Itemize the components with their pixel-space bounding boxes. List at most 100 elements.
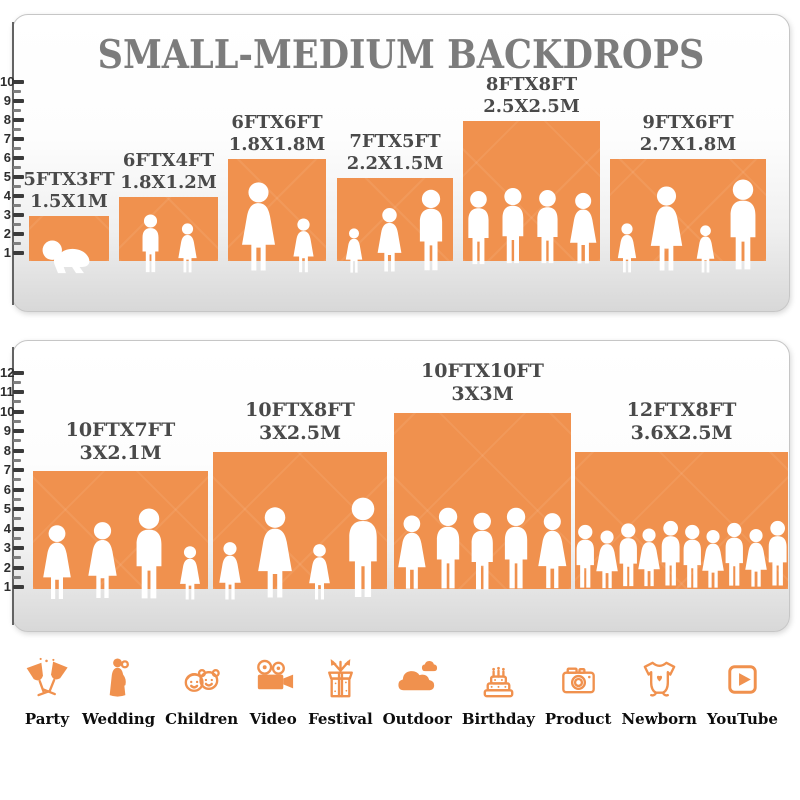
size-ft: 12FTX8FT [626,399,737,422]
y-axis-tick-label: 11 [0,384,14,399]
people-silhouettes [463,179,600,274]
children-faces-icon [184,669,220,692]
category-label: YouTube [706,710,778,728]
category-outdoor: Outdoor [383,656,452,728]
woman-silhouette [258,507,292,598]
category-label: Party [24,710,70,728]
size-m: 2.2X1.5M [346,153,444,175]
man-silhouette [505,507,528,589]
girl-silhouette [219,542,241,600]
play-button-icon [728,665,757,694]
birthday-cake-icon [483,666,514,698]
woman-silhouette [538,513,567,589]
man-silhouette [436,507,459,589]
size-m: 3X2.5M [258,422,342,445]
y-axis-bottom [12,347,14,625]
y-axis-tick-label: 10 [0,403,15,419]
people-silhouettes [337,188,453,274]
category-label: Children [165,710,239,728]
category-label: Outdoor [382,710,452,728]
size-ft: 10FTX8FT [245,399,355,422]
panel-small-medium-backdrops: SMALL-MEDIUM BACKDROPS 5FTX3FT 1.5X1M 6F… [12,14,790,312]
y-axis-tick-label: 6 [3,481,11,497]
girl-silhouette [177,223,197,273]
boy-silhouette [142,214,158,273]
category-festival: Festival [308,656,373,728]
woman-silhouette [569,192,596,264]
girl-silhouette [179,546,200,600]
category-label: Newborn [621,710,697,728]
y-axis-tick-label: 5 [3,501,11,516]
man-silhouette [502,187,524,264]
y-axis-tick-label: 9 [3,93,11,108]
bar-size-label: 7FTX5FT 2.2X1.5M [302,131,488,175]
man-silhouette [537,190,558,264]
woman-silhouette [398,515,426,589]
man-silhouette [136,508,161,599]
bar-size-label: 10FTX10FT 3X3M [341,360,624,406]
woman-silhouette [377,207,401,272]
category-label: Festival [308,710,373,728]
size-m: 3.6X2.5M [630,422,733,445]
clouds-icon [398,660,437,691]
bar-size-label: 10FTX8FT 3X2.5M [161,399,439,445]
y-axis-tick-label: 7 [3,131,11,146]
y-axis-tick-label: 4 [3,520,11,536]
category-children: Children [165,656,238,728]
size-m: 1.8X1.8M [228,134,326,156]
people-silhouettes [119,214,218,274]
man-silhouette [349,497,377,597]
size-m: 1.8X1.2M [120,172,217,194]
photo-camera-icon [561,667,595,694]
mother-silhouette [242,182,275,271]
man-silhouette [730,179,755,270]
category-row: Party Wedding Children [0,656,800,728]
people-silhouettes [610,177,766,274]
category-product: Product [545,656,612,728]
size-m: 2.7X1.8M [639,134,737,156]
bar-size-label: 6FTX4FT 1.8X1.2M [89,150,247,194]
page-title: SMALL-MEDIUM BACKDROPS [97,32,705,78]
people-silhouettes [228,181,326,274]
y-axis-tick-label: 2 [3,226,11,241]
woman-silhouette [87,522,117,598]
bar-size-label: 8FTX8FT 2.5X2.5M [422,74,641,118]
size-ft: 6FTX4FT [122,150,215,172]
category-newborn: Newborn [621,656,697,728]
size-ft: 7FTX5FT [349,131,441,153]
y-axis-tick-label: 8 [3,112,11,127]
man-silhouette [468,191,489,265]
size-ft: 8FTX8FT [485,74,578,96]
woman-silhouette [650,186,682,271]
girl-silhouette [293,218,314,273]
size-m: 1.5X1M [30,191,108,213]
woman-silhouette [42,525,71,599]
size-ft: 10FTX7FT [65,418,176,441]
y-axis-tick-label: 3 [3,540,11,555]
y-axis-top [12,22,14,305]
people-silhouettes [213,495,387,602]
category-birthday: Birthday [462,656,535,728]
man-silhouette [471,512,493,590]
size-ft: 10FTX10FT [421,360,544,383]
bar-size-label: 12FTX8FT 3.6X2.5M [511,399,800,445]
y-axis-tick-label: 1 [3,579,11,594]
bride-icon [109,658,130,697]
people-silhouettes [33,507,208,602]
size-m: 3X2.1M [79,441,162,464]
category-youtube: YouTube [707,656,778,728]
size-ft: 6FTX6FT [231,112,323,134]
people-silhouettes [575,506,788,602]
y-axis-tick-label: 1 [3,245,11,260]
movie-camera-icon [256,659,293,690]
baby-onesie-icon [643,661,676,697]
girl-silhouette [617,223,636,273]
people-silhouettes [29,237,109,274]
category-label: Video [249,710,297,728]
bar-size-label: 10FTX7FT 3X2.1M [0,419,261,465]
bar-size-label: 9FTX6FT 2.7X1.8M [563,112,800,156]
man-silhouette [768,520,787,586]
gift-box-icon [327,658,353,698]
category-wedding: Wedding [82,656,155,728]
